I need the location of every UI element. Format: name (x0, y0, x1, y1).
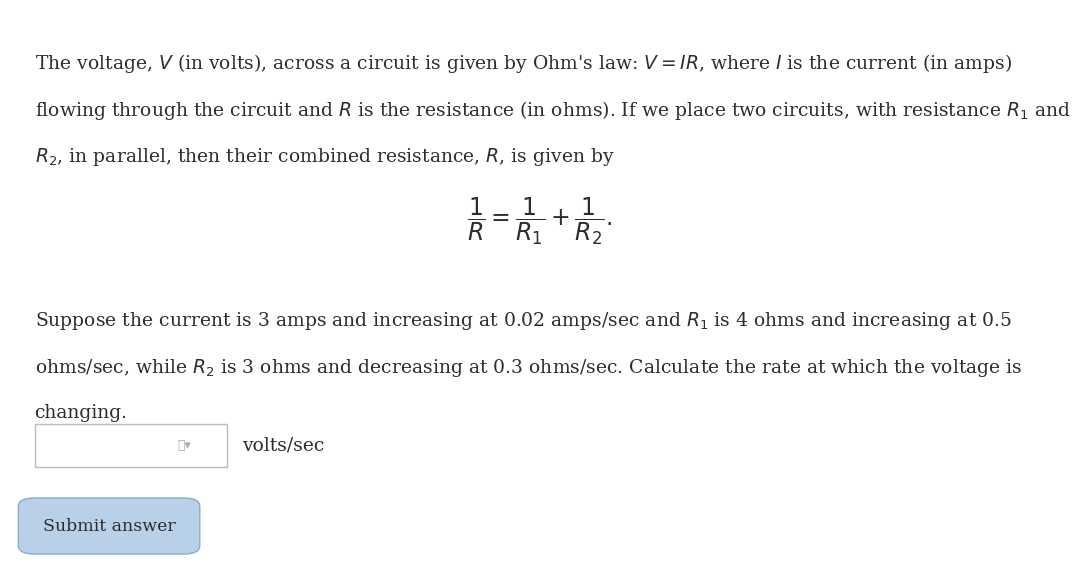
Text: ohms/sec, while $R_2$ is 3 ohms and decreasing at 0.3 ohms/sec. Calculate the ra: ohms/sec, while $R_2$ is 3 ohms and decr… (35, 357, 1022, 379)
FancyBboxPatch shape (35, 424, 227, 467)
Text: $\dfrac{1}{R} = \dfrac{1}{R_1} + \dfrac{1}{R_2}.$: $\dfrac{1}{R} = \dfrac{1}{R_1} + \dfrac{… (468, 195, 612, 246)
Text: Suppose the current is 3 amps and increasing at 0.02 amps/sec and $R_1$ is 4 ohm: Suppose the current is 3 amps and increa… (35, 310, 1012, 332)
Text: $R_2$, in parallel, then their combined resistance, $R$, is given by: $R_2$, in parallel, then their combined … (35, 146, 615, 167)
FancyBboxPatch shape (18, 498, 200, 554)
Text: volts/sec: volts/sec (242, 437, 324, 454)
Text: Submit answer: Submit answer (43, 517, 175, 535)
Text: changing.: changing. (35, 404, 127, 422)
Text: flowing through the circuit and $R$ is the resistance (in ohms). If we place two: flowing through the circuit and $R$ is t… (35, 99, 1070, 121)
Text: The voltage, $V$ (in volts), across a circuit is given by Ohm's law: $V = IR$, w: The voltage, $V$ (in volts), across a ci… (35, 52, 1012, 74)
Text: 🖉▾: 🖉▾ (177, 439, 191, 452)
